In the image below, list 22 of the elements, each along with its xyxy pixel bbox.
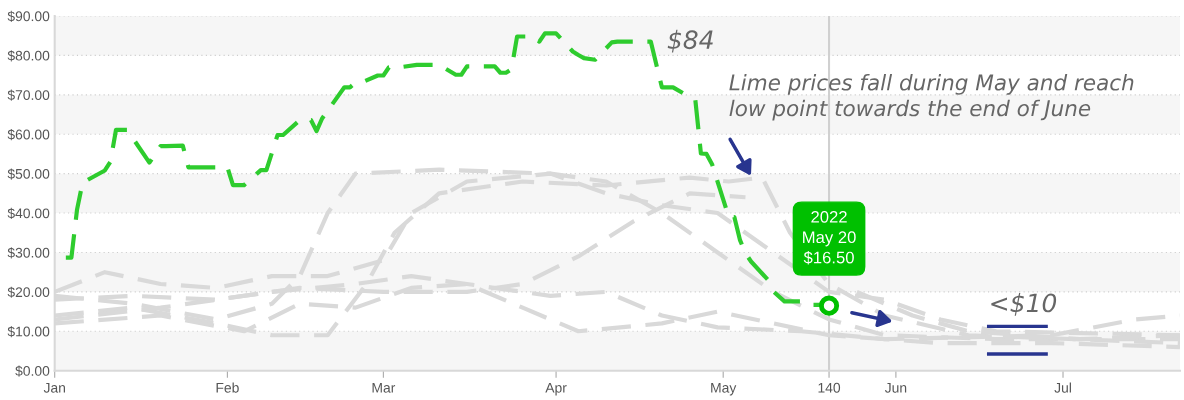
x-tick-label: Apr — [545, 383, 567, 396]
y-tick-label: $90.00 — [7, 10, 50, 22]
x-tick-label: Jun — [884, 383, 907, 393]
y-tick-label: $10.00 — [7, 326, 50, 338]
y-tick-label: $20.00 — [7, 286, 50, 298]
annotation: Lime prices fall during May and reach low point towards the end of June — [729, 73, 1134, 121]
x-tick-label: 140 — [818, 382, 841, 393]
y-tick-label: $30.00 — [7, 247, 50, 259]
y-tick-label: $40.00 — [7, 207, 50, 220]
x-tick-label: Feb — [216, 382, 239, 393]
x-tick-label: Jul — [1054, 382, 1071, 393]
x-tick-label: Mar — [372, 383, 396, 393]
y-tick-label: $0.00 — [15, 365, 50, 377]
annotation: <$10 — [991, 292, 1057, 316]
annotation: 2022 May 20 $16.50 — [803, 210, 856, 265]
x-tick-label: Jan — [43, 383, 65, 393]
annotation: $84 — [667, 29, 713, 53]
y-tick-label: $50.00 — [7, 168, 50, 180]
y-tick-label: $60.00 — [7, 128, 50, 141]
y-tick-label: $80.00 — [7, 50, 50, 62]
y-tick-label: $70.00 — [7, 89, 50, 101]
x-tick-label: May — [711, 383, 737, 396]
